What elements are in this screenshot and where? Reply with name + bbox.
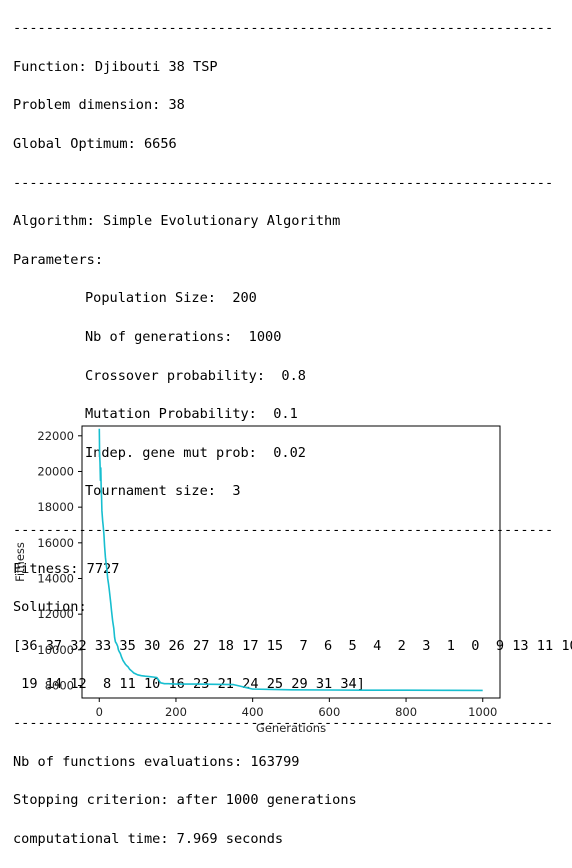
plot-frame xyxy=(81,425,501,699)
y-axis-label: Fitness xyxy=(13,542,27,582)
problem-dimension: Problem dimension: 38 xyxy=(13,97,185,114)
separator: ----------------------------------------… xyxy=(13,174,554,191)
x-tick-label: 400 xyxy=(242,705,264,719)
algorithm-name: Algorithm: Simple Evolutionary Algorithm xyxy=(13,213,341,230)
param-tournament: Tournament size: 3 xyxy=(85,483,241,500)
param-crossover: Crossover probability: 0.8 xyxy=(85,367,306,384)
separator: ----------------------------------------… xyxy=(13,522,554,539)
param-mutation: Mutation Probability: 0.1 xyxy=(85,406,298,423)
fitness-chart: 0 200 400 600 800 1000 8000 10000 12000 14000 1600… xyxy=(13,425,501,735)
y-tick-label: 10000 xyxy=(37,643,74,657)
separator: ----------------------------------------… xyxy=(13,20,554,37)
x-tick-label: 600 xyxy=(318,705,340,719)
parameters-label: Parameters: xyxy=(13,251,104,268)
param-population-size: Population Size: 200 xyxy=(85,290,257,307)
fitness-value: Fitness: 7727 xyxy=(13,560,120,577)
global-optimum: Global Optimum: 6656 xyxy=(13,136,177,153)
solution-label: Solution: xyxy=(13,599,87,616)
solution-line-1: [36 37 32 33 35 30 26 27 18 17 15 7 6 5 … xyxy=(13,637,572,654)
y-tick-label: 14000 xyxy=(37,571,74,585)
x-tick-label: 1000 xyxy=(468,705,497,719)
y-tick-label: 8000 xyxy=(45,679,74,693)
param-generations: Nb of generations: 1000 xyxy=(85,329,282,346)
param-indpb: Indep. gene mut prob: 0.02 xyxy=(85,444,306,461)
y-tick-label: 22000 xyxy=(37,429,74,443)
x-tick-label: 200 xyxy=(165,705,187,719)
separator: ----------------------------------------… xyxy=(13,714,554,731)
axes: 0 200 400 600 800 1000 8000 10000 12000 14000 1600… xyxy=(37,425,501,719)
function-evaluations: Nb of functions evaluations: 163799 xyxy=(13,753,300,770)
y-tick-label: 18000 xyxy=(37,500,74,514)
y-tick-label: 12000 xyxy=(37,607,74,621)
fitness-line xyxy=(98,428,483,692)
function-name: Function: Djibouti 38 TSP xyxy=(13,58,218,75)
x-tick-label: 800 xyxy=(395,705,417,719)
plot-area xyxy=(98,428,483,692)
x-axis-label: Generations xyxy=(256,721,326,735)
stopping-criterion: Stopping criterion: after 1000 generatio… xyxy=(13,792,357,809)
computational-time: computational time: 7.969 seconds xyxy=(13,830,284,847)
x-tick-label: 0 xyxy=(96,705,103,719)
y-tick-label: 16000 xyxy=(37,536,74,550)
y-tick-label: 20000 xyxy=(37,464,74,478)
